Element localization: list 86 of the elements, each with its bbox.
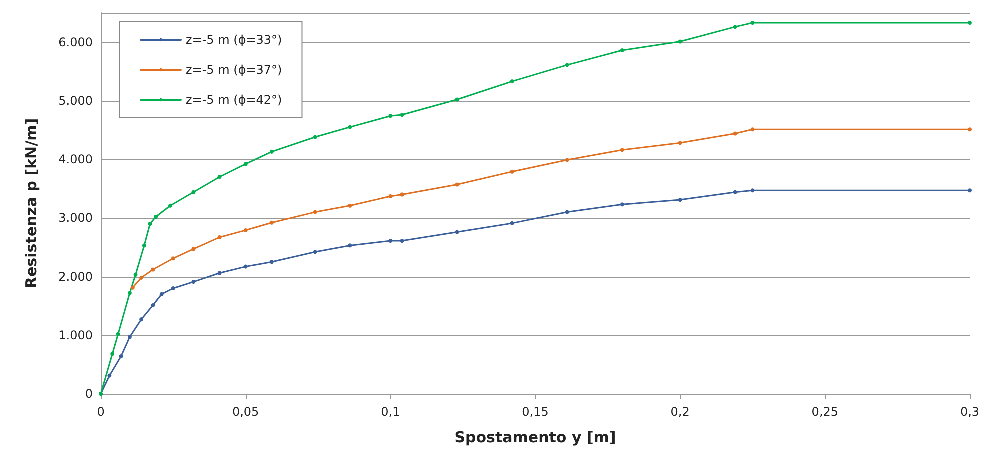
point — [733, 132, 738, 136]
point — [388, 194, 393, 198]
point — [244, 228, 248, 232]
point — [510, 80, 514, 84]
y-tick-label: 2.000 — [58, 270, 93, 284]
x-tick-label: 0,3 — [960, 405, 980, 419]
y-tick-label: 4.000 — [58, 152, 93, 167]
point — [388, 114, 393, 118]
point — [128, 335, 132, 340]
x-tick-label: 0,2 — [670, 405, 690, 419]
point — [620, 148, 624, 152]
x-tick-label: 0,25 — [812, 405, 839, 419]
point — [400, 239, 404, 244]
point — [968, 188, 972, 193]
point — [968, 20, 972, 25]
point — [218, 175, 222, 180]
point — [565, 63, 570, 68]
point — [750, 128, 755, 132]
point — [400, 112, 404, 117]
point — [348, 204, 352, 208]
point — [455, 230, 460, 234]
point — [134, 273, 138, 278]
point — [151, 268, 156, 272]
point — [510, 221, 514, 226]
point — [171, 256, 176, 261]
point — [733, 25, 738, 30]
point — [128, 291, 132, 296]
x-tick-label: 0,15 — [522, 405, 549, 419]
x-tick-label: 0,1 — [381, 405, 400, 419]
y-tick-label: 6.000 — [58, 35, 93, 50]
point — [171, 286, 176, 290]
point — [151, 303, 156, 308]
point — [455, 98, 460, 102]
x-axis-title: Spostamento y [m] — [454, 428, 616, 446]
y-tick-label: 5.000 — [58, 94, 93, 108]
point — [218, 271, 222, 276]
point — [620, 48, 624, 53]
point — [192, 280, 196, 284]
point — [750, 20, 755, 25]
point — [510, 170, 514, 174]
point — [313, 250, 318, 254]
point — [620, 202, 624, 207]
x-tick-label: 0 — [97, 405, 105, 419]
x-tick-label: 0,05 — [232, 405, 260, 419]
legend-label: z=-5 m (ϕ=37°) — [186, 63, 282, 77]
point — [119, 354, 124, 358]
point — [192, 190, 196, 194]
point — [140, 276, 144, 280]
point — [348, 125, 352, 130]
point — [678, 198, 682, 202]
point — [148, 222, 152, 226]
point — [168, 204, 173, 208]
point — [733, 190, 738, 194]
legend-label: z=-5 m (ϕ=33°) — [186, 33, 282, 47]
point — [160, 292, 164, 296]
y-tick-label: 3.000 — [58, 211, 93, 226]
point — [968, 128, 972, 132]
point — [270, 220, 274, 225]
point — [110, 352, 115, 356]
legend-label: z=-5 m (ϕ=42°) — [186, 93, 282, 107]
point — [565, 210, 570, 214]
point — [270, 150, 274, 154]
point — [108, 374, 112, 378]
point — [244, 264, 248, 269]
point — [154, 214, 158, 219]
point — [348, 244, 352, 248]
y-tick-label: 0 — [85, 387, 93, 401]
point — [142, 244, 146, 248]
point — [750, 188, 755, 193]
point — [455, 182, 460, 187]
y-tick-label: 1.000 — [58, 328, 93, 342]
point — [400, 192, 404, 197]
point — [678, 141, 682, 146]
point — [244, 162, 248, 166]
point — [116, 332, 120, 336]
point — [140, 318, 144, 322]
point — [270, 260, 274, 264]
point — [313, 135, 318, 140]
point — [218, 236, 222, 240]
point — [313, 210, 318, 214]
point — [565, 158, 570, 162]
point — [192, 247, 196, 252]
point — [388, 239, 393, 244]
point — [130, 286, 135, 290]
point — [678, 40, 682, 44]
y-axis-title: Resistenza p [kN/m] — [22, 118, 40, 289]
